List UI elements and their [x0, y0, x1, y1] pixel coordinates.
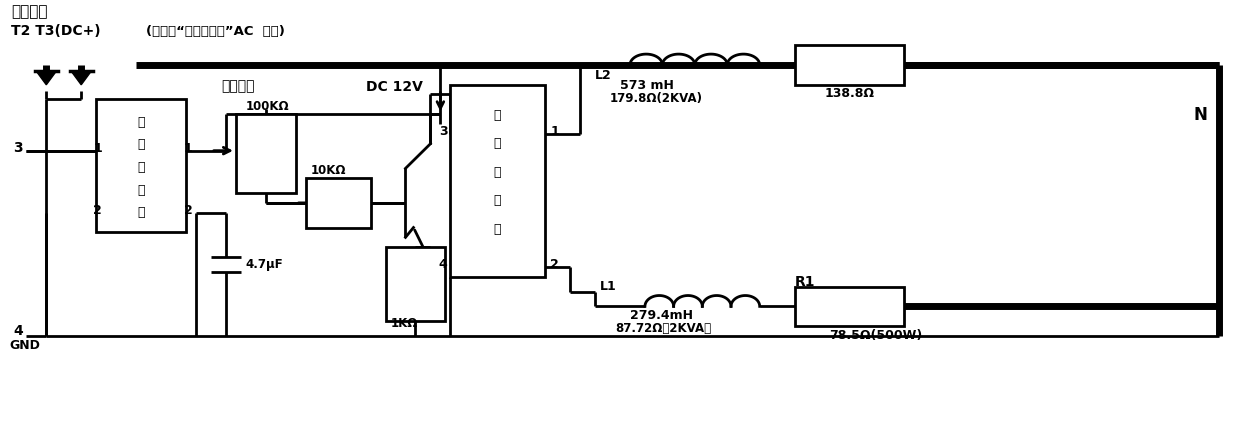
Polygon shape [36, 72, 57, 86]
Text: 器: 器 [138, 206, 145, 219]
Text: 1: 1 [551, 125, 559, 138]
Text: 电: 电 [494, 194, 501, 207]
Text: 启动延时: 启动延时 [221, 79, 254, 93]
Polygon shape [71, 72, 92, 86]
Text: 1KΩ: 1KΩ [391, 317, 418, 329]
Text: T2 T3(DC+): T2 T3(DC+) [11, 24, 100, 38]
Text: 2: 2 [551, 257, 559, 271]
Text: 179.8Ω(2KVA): 179.8Ω(2KVA) [610, 92, 703, 105]
Text: 态: 态 [494, 137, 501, 150]
Bar [306, 179, 371, 228]
Text: 电: 电 [138, 183, 145, 196]
Text: 100KΩ: 100KΩ [246, 100, 289, 113]
Text: 1: 1 [93, 141, 102, 154]
Text: 固: 固 [138, 115, 145, 128]
Text: 87.72Ω（2KVA）: 87.72Ω（2KVA） [615, 321, 711, 334]
Text: 态: 态 [138, 138, 145, 151]
Text: 573 mH: 573 mH [620, 78, 673, 92]
Text: R2: R2 [795, 48, 815, 62]
Text: 1: 1 [184, 141, 192, 154]
Bar [795, 46, 904, 86]
Bar [386, 248, 445, 321]
Text: L1: L1 [600, 279, 616, 292]
Text: 3: 3 [14, 140, 24, 154]
Text: (线路板“模拟压缩机”AC  电源): (线路板“模拟压缩机”AC 电源) [146, 25, 285, 38]
Text: 138.8Ω: 138.8Ω [825, 87, 874, 100]
Text: 继: 继 [494, 165, 501, 178]
Text: 脉冲驱动: 脉冲驱动 [11, 5, 48, 20]
Bar [236, 115, 295, 193]
Bar [97, 100, 186, 233]
Text: 279.4mH: 279.4mH [630, 308, 693, 322]
Text: 4.7μF: 4.7μF [246, 257, 284, 271]
Text: 4: 4 [439, 257, 448, 271]
Text: 10KΩ: 10KΩ [311, 164, 346, 177]
Bar [795, 287, 904, 326]
Text: 2: 2 [184, 203, 192, 216]
Text: 继: 继 [138, 161, 145, 173]
Text: L2: L2 [595, 69, 611, 81]
Text: 固: 固 [494, 109, 501, 121]
Text: 78.5Ω(500W): 78.5Ω(500W) [830, 328, 923, 341]
Text: R1: R1 [795, 274, 815, 288]
Text: DC 12V: DC 12V [366, 79, 423, 93]
Text: 2: 2 [93, 203, 102, 216]
Text: GND: GND [10, 338, 40, 351]
Text: 3: 3 [439, 125, 448, 138]
Text: 4: 4 [14, 323, 24, 337]
Text: N: N [1194, 106, 1208, 124]
Bar [450, 86, 546, 277]
Text: 器: 器 [494, 222, 501, 236]
